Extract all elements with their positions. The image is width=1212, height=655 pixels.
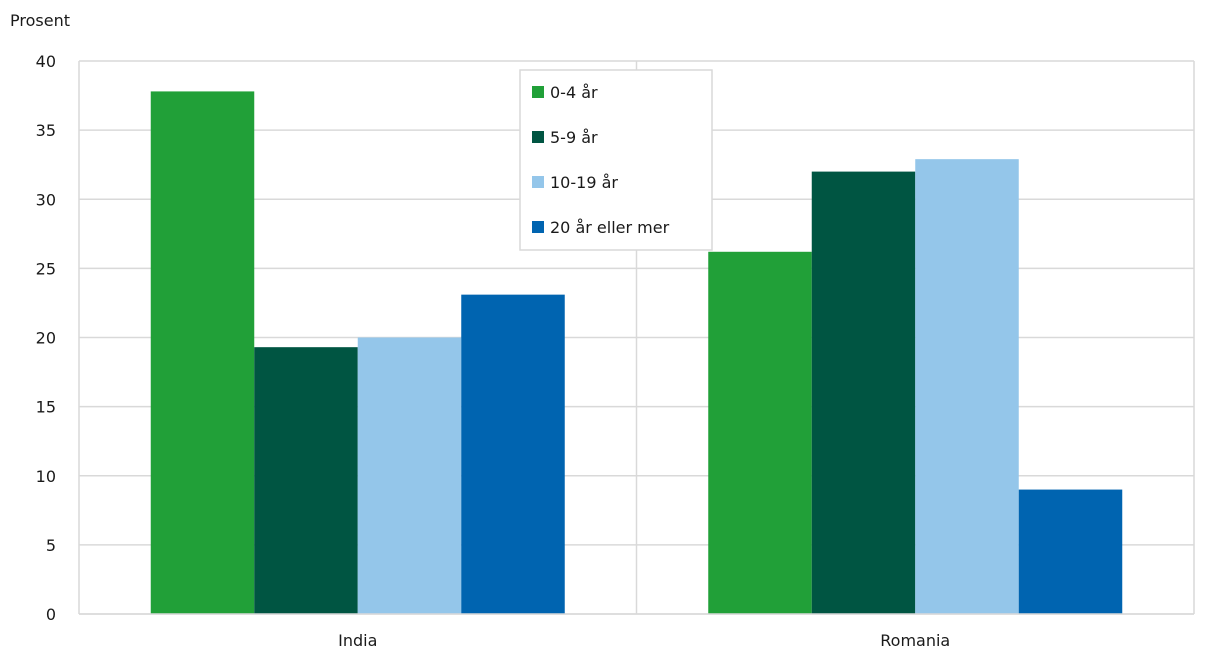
legend: 0-4 år 5-9 år 10-19 år 20 år eller mer	[519, 69, 713, 251]
y-axis-ticks: 0 5 10 15 20 25 30 35 40	[36, 52, 56, 624]
legend-swatch	[532, 131, 544, 143]
y-tick-label: 35	[36, 121, 56, 140]
legend-swatch	[532, 176, 544, 188]
y-tick-label: 20	[36, 329, 56, 348]
bar-romania-2	[915, 159, 1019, 614]
legend-label: 10-19 år	[550, 173, 618, 192]
bar-romania-3	[1018, 489, 1123, 614]
y-tick-label: 0	[46, 605, 56, 624]
legend-label: 0-4 år	[550, 83, 598, 102]
bar-romania-1	[811, 171, 916, 614]
bar-india-3	[461, 294, 565, 614]
y-axis-label: Prosent	[10, 11, 70, 30]
legend-swatch	[532, 221, 544, 233]
bar-india-0	[150, 91, 255, 615]
legend-label: 20 år eller mer	[550, 218, 670, 237]
legend-box	[519, 69, 713, 251]
y-tick-label: 40	[36, 52, 56, 71]
x-category-label: Romania	[880, 631, 950, 650]
bar-romania-0	[708, 251, 812, 614]
y-tick-label: 25	[36, 259, 56, 278]
legend-swatch	[532, 86, 544, 98]
y-tick-label: 15	[36, 398, 56, 417]
y-tick-label: 10	[36, 467, 56, 486]
bars	[79, 91, 1194, 615]
bar-india-1	[254, 347, 358, 614]
y-tick-label: 30	[36, 190, 56, 209]
y-tick-label: 5	[46, 536, 56, 555]
bar-india-2	[357, 337, 462, 614]
x-axis-labels: India Romania	[338, 631, 950, 650]
legend-label: 5-9 år	[550, 128, 598, 147]
x-category-label: India	[338, 631, 377, 650]
